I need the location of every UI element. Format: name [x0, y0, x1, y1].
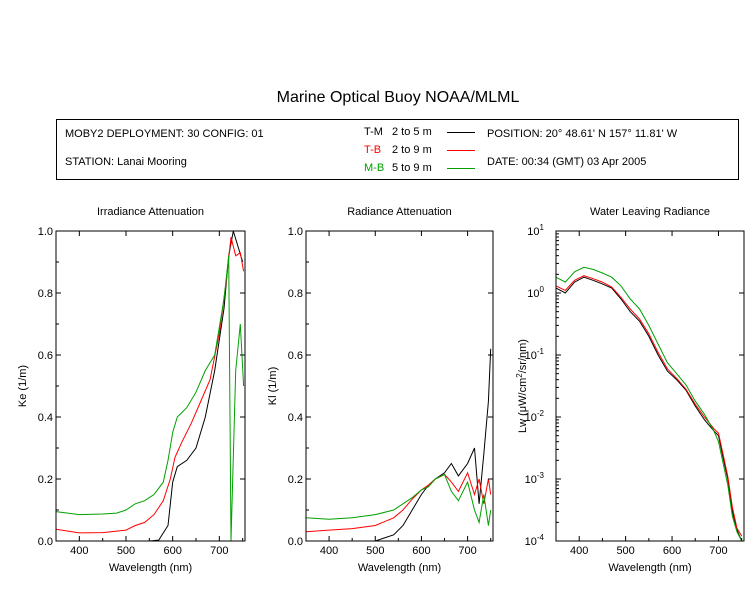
y-tick-label: 0.8 [38, 288, 53, 300]
legend-line-mb [447, 168, 475, 169]
x-tick-label: 600 [663, 545, 681, 557]
y-tick-label: 101 [527, 223, 544, 238]
position-text: POSITION: 20° 48.61' N 157° 11.81' W [487, 128, 678, 140]
series-line-m-b [556, 266, 743, 541]
chart-title: Irradiance Attenuation [97, 206, 204, 218]
page-title: Marine Optical Buoy NOAA/MLML [276, 89, 520, 106]
y-tick-label: 0.0 [38, 536, 53, 548]
y-axis-label: Ke (1/m) [17, 365, 29, 407]
chart-title: Radiance Attenuation [347, 206, 452, 218]
y-axis-label: Kl (1/m) [267, 367, 279, 406]
legend-line-tm [447, 132, 475, 133]
y-tick-label: 0.6 [38, 350, 53, 362]
y-tick-label: 100 [527, 285, 544, 300]
x-tick-label: 400 [70, 545, 88, 557]
legend-code-tb: T-B [364, 144, 382, 156]
legend-range-tb: 2 to 9 m [392, 144, 432, 156]
plot-frame [55, 230, 246, 542]
y-tick-label: 0.6 [288, 350, 303, 362]
series-line-t-b [556, 275, 743, 537]
date-text: DATE: 00:34 (GMT) 03 Apr 2005 [487, 156, 647, 168]
info-box: MOBY2 DEPLOYMENT: 30 CONFIG: 01 STATION:… [56, 119, 739, 180]
x-axis-label: Wavelength (nm) [608, 562, 691, 574]
series-line-t-b [56, 237, 245, 534]
y-tick-label: 10-3 [525, 471, 545, 486]
y-tick-label: 0.8 [288, 288, 303, 300]
series-group [306, 348, 492, 541]
series-line-t-m [306, 348, 492, 541]
x-axis-label: Wavelength (nm) [358, 562, 441, 574]
series-group [556, 266, 743, 541]
x-tick-label: 500 [616, 545, 634, 557]
series-line-m-b [56, 255, 245, 541]
y-tick-label: 0.4 [38, 412, 53, 424]
plot-frame [555, 230, 745, 542]
series-group [56, 231, 245, 541]
x-tick-label: 500 [366, 545, 384, 557]
y-tick-label: 0.2 [38, 474, 53, 486]
x-tick-label: 600 [412, 545, 430, 557]
x-tick-label: 400 [570, 545, 588, 557]
legend-range-tm: 2 to 5 m [392, 126, 432, 138]
legend-range-mb: 5 to 9 m [392, 162, 432, 174]
plot-frame [305, 230, 494, 542]
station-text: STATION: Lanai Mooring [65, 156, 187, 168]
chart-1: Irradiance Attenuation 400 500 600 700 0.0 0.2… [17, 206, 246, 574]
legend-line-tb [447, 150, 475, 151]
series-line-t-m [556, 276, 743, 541]
x-tick-label: 700 [709, 545, 727, 557]
chart-title: Water Leaving Radiance [590, 206, 710, 218]
x-tick-label: 500 [117, 545, 135, 557]
legend-code-mb: M-B [364, 162, 385, 174]
y-tick-label: 0.0 [288, 536, 303, 548]
y-tick-label: 1.0 [288, 226, 303, 238]
x-tick-label: 700 [458, 545, 476, 557]
chart-3: Water Leaving Radiance 400 500 600 700 10-4 10… [515, 206, 745, 574]
x-tick-label: 700 [210, 545, 228, 557]
y-axis-label: Lw (μW/cm2/sr/nm) [515, 339, 529, 433]
x-tick-label: 600 [163, 545, 181, 557]
legend-code-tm: T-M [364, 126, 383, 138]
deployment-text: MOBY2 DEPLOYMENT: 30 CONFIG: 01 [65, 128, 264, 140]
chart-2: Radiance Attenuation 400 500 600 700 0.0 0.2 0.… [267, 206, 494, 574]
y-tick-label: 0.4 [288, 412, 303, 424]
y-tick-label: 10-4 [525, 533, 545, 548]
series-line-t-m [56, 231, 244, 541]
y-tick-label: 1.0 [38, 226, 53, 238]
series-line-m-b [306, 473, 492, 526]
y-tick-label: 0.2 [288, 474, 303, 486]
series-line-t-b [306, 471, 492, 533]
x-tick-label: 400 [320, 545, 338, 557]
x-axis-label: Wavelength (nm) [109, 562, 192, 574]
